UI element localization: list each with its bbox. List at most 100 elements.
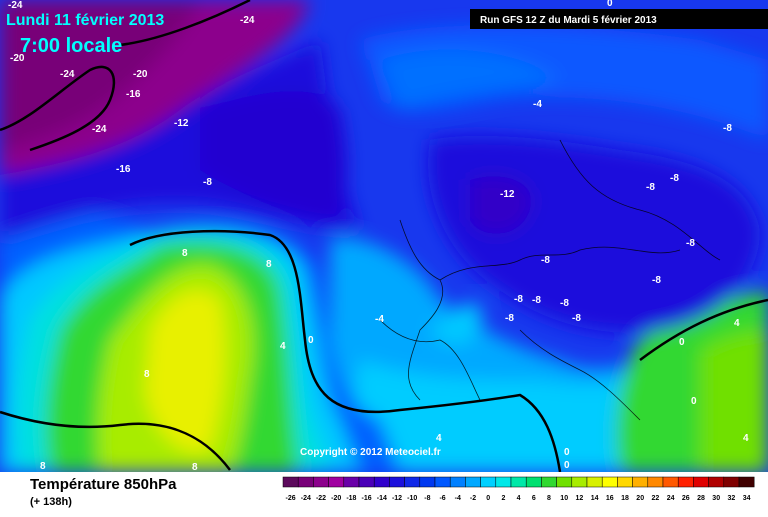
map-field (0, 0, 768, 472)
run-box (470, 9, 768, 29)
colorbar-label: 32 (728, 495, 736, 502)
contour-label: 0 (308, 335, 314, 346)
colorbar-label: 4 (517, 495, 521, 502)
contour-label: 4 (743, 433, 749, 444)
colorbar-label: -2 (470, 495, 476, 502)
colorbar-swatch (571, 476, 588, 488)
run-info: Run GFS 12 Z du Mardi 5 février 2013 (480, 15, 657, 26)
map-time: 7:00 locale (20, 35, 122, 57)
contour-label: -12 (500, 189, 515, 200)
contour-label: -4 (533, 99, 542, 110)
contour-label: 4 (280, 341, 286, 352)
colorbar-label: 34 (743, 495, 751, 502)
contour-label: -20 (133, 69, 148, 80)
contour-label: -24 (240, 15, 255, 26)
contour-label: -8 (723, 123, 732, 134)
contour-label: -8 (646, 182, 655, 193)
contour-label: 8 (40, 461, 46, 472)
contour-label: -16 (116, 164, 131, 175)
map-title: Température 850hPa (30, 476, 177, 493)
colorbar-swatch (495, 476, 512, 488)
contour-label: -8 (541, 255, 550, 266)
colorbar-swatch (601, 476, 618, 488)
colorbar-label: -14 (377, 495, 387, 502)
colorbar-label: -6 (439, 495, 445, 502)
colorbar: -26 -24 -22 -20 -18 -16 -14 -12 -10 -8 -6 -4 -2 0 2 4 6 8… (282, 476, 755, 502)
colorbar-swatch (465, 476, 481, 488)
contour-label: -16 (126, 89, 141, 100)
colorbar-label: -12 (392, 495, 402, 502)
contour-label: -24 (60, 69, 75, 80)
colorbar-swatch (282, 476, 299, 488)
colorbar-swatch (510, 476, 527, 488)
colorbar-swatch (343, 476, 360, 488)
colorbar-label: 28 (697, 495, 705, 502)
colorbar-label: 12 (576, 495, 584, 502)
colorbar-swatch (541, 476, 557, 488)
contour-label: 4 (436, 433, 442, 444)
colorbar-swatch (647, 476, 664, 488)
colorbar-swatch (617, 476, 633, 488)
colorbar-label: 6 (532, 495, 536, 502)
colorbar-label: -22 (316, 495, 326, 502)
colorbar-label: -24 (301, 495, 311, 502)
copyright: Copyright © 2012 Meteociel.fr (300, 447, 441, 458)
colorbar-label: 14 (591, 495, 599, 502)
colorbar-swatch (404, 476, 421, 488)
contour-label: 8 (192, 462, 198, 473)
contour-label: -8 (505, 313, 514, 324)
colorbar-swatch (358, 476, 375, 488)
contour-label: 0 (607, 0, 613, 9)
colorbar-swatch (389, 476, 405, 488)
contour-label: -20 (10, 53, 25, 64)
contour-label: -24 (8, 0, 23, 11)
contour-label: -8 (670, 173, 679, 184)
contour-label: 4 (734, 318, 740, 329)
colorbar-label: 20 (636, 495, 644, 502)
colorbar-label: 22 (652, 495, 660, 502)
contour-label: 8 (182, 248, 188, 259)
contour-label: -8 (560, 298, 569, 309)
contour-label: -4 (375, 314, 384, 325)
lead-time: (+ 138h) (30, 496, 72, 508)
colorbar-swatch (480, 476, 497, 488)
colorbar-label: -16 (362, 495, 372, 502)
contour-label: 8 (144, 369, 150, 380)
colorbar-label: -26 (286, 495, 296, 502)
colorbar-swatch (662, 476, 679, 488)
colorbar-label: -4 (455, 495, 461, 502)
colorbar-label: 26 (682, 495, 690, 502)
colorbar-swatch (556, 476, 573, 488)
colorbar-label: -18 (346, 495, 356, 502)
contour-label: 0 (691, 396, 697, 407)
colorbar-swatch (328, 476, 345, 488)
colorbar-swatch (313, 476, 329, 488)
colorbar-swatch (632, 476, 649, 488)
coastlines (379, 139, 721, 421)
colorbar-swatch (708, 476, 725, 488)
colorbar-swatch (434, 476, 451, 488)
contour-label: -8 (652, 275, 661, 286)
colorbar-label: 30 (712, 495, 720, 502)
colorbar-label: 10 (560, 495, 568, 502)
contour-lines (0, 0, 768, 472)
colorbar-label: 2 (501, 495, 505, 502)
contour-label: -8 (203, 177, 212, 188)
colorbar-label: 16 (606, 495, 614, 502)
contour-label: -8 (572, 313, 581, 324)
contour-label: 0 (679, 337, 685, 348)
colorbar-swatch (738, 476, 755, 488)
contour-label: -24 (92, 124, 107, 135)
contour-label: 0 (564, 460, 570, 471)
colorbar-label: 8 (547, 495, 551, 502)
map-date: Lundi 11 février 2013 (6, 12, 164, 29)
colorbar-swatch (419, 476, 436, 488)
colorbar-swatch (693, 476, 709, 488)
colorbar-swatch (525, 476, 542, 488)
colorbar-swatch (723, 476, 740, 488)
colorbar-label: -8 (424, 495, 430, 502)
colorbar-swatch (677, 476, 694, 488)
colorbar-label: 0 (486, 495, 490, 502)
